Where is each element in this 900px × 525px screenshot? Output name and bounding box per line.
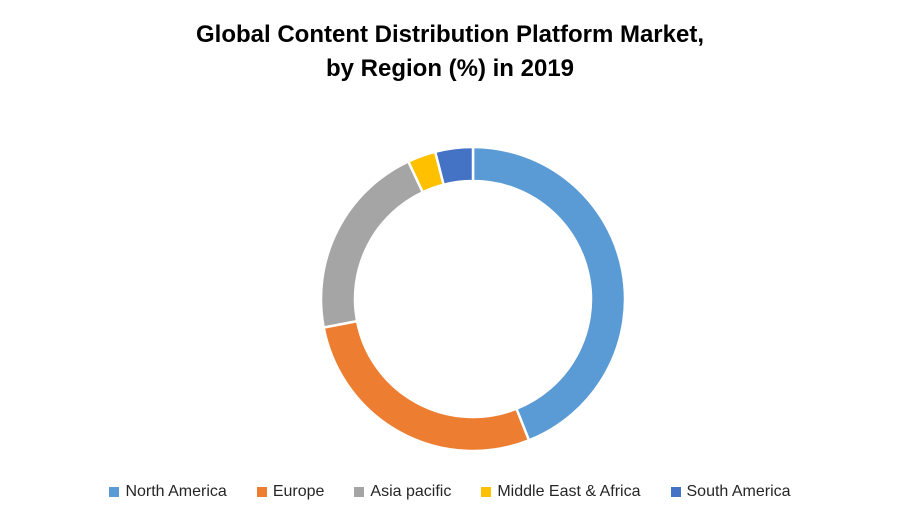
legend-swatch: [670, 487, 681, 497]
legend-label: Middle East & Africa: [497, 483, 641, 500]
legend-label: North America: [125, 483, 227, 500]
donut-slice-asia-pacific: [319, 159, 425, 329]
donut-slice-europe: [322, 319, 531, 453]
chart-title: Global Content Distribution Platform Mar…: [0, 18, 900, 86]
legend-item: South America: [670, 483, 791, 501]
legend-item: Europe: [256, 483, 325, 501]
legend-swatch: [109, 487, 120, 497]
legend-label: South America: [686, 483, 791, 500]
legend-swatch: [256, 487, 267, 497]
legend-swatch: [354, 487, 365, 497]
legend-item: Middle East & Africa: [481, 483, 641, 501]
chart-title-line-1: Global Content Distribution Platform Mar…: [195, 21, 705, 48]
donut-slice-south-america: [433, 145, 475, 187]
chart-title-line-2: by Region (%) in 2019: [325, 55, 575, 82]
chart-legend: North America Europe Asia pacific Middle Ea…: [0, 483, 900, 501]
legend-swatch: [481, 487, 492, 497]
legend-item: Asia pacific: [354, 483, 451, 501]
legend-label: Europe: [272, 483, 325, 500]
legend-label: Asia pacific: [370, 483, 452, 500]
legend-item: North America: [109, 483, 227, 501]
donut-slice-north-america: [471, 145, 627, 442]
donut-chart: [319, 145, 627, 453]
